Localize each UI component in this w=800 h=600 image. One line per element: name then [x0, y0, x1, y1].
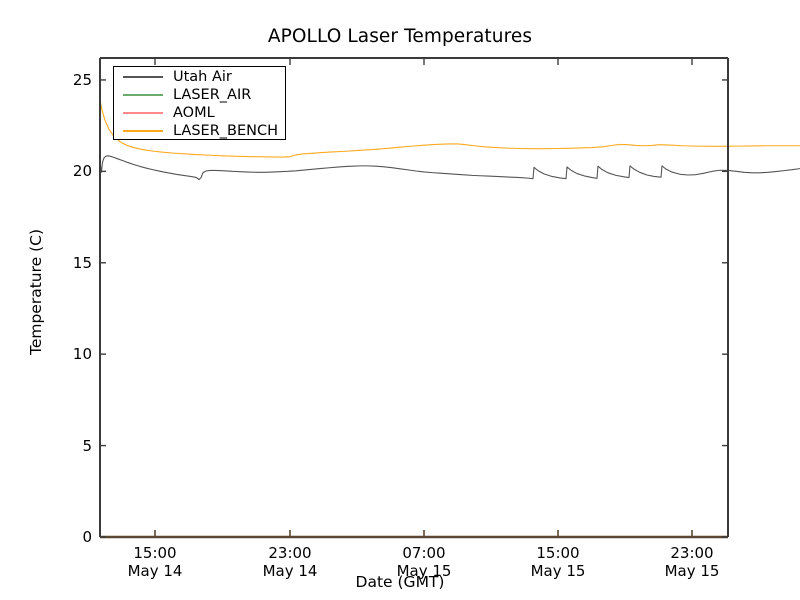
x-tick-label-3: 15:00 May 15 — [530, 544, 586, 580]
y-axis-tick-labels: 0 5 10 15 20 25 — [50, 0, 92, 600]
series-line-utah-air — [99, 155, 800, 181]
x-tick-label-0: 15:00 May 14 — [127, 544, 183, 580]
legend-swatch-icon — [123, 129, 163, 132]
legend-label: Utah Air — [173, 68, 232, 85]
legend-item-aoml[interactable]: AOML — [114, 104, 285, 121]
legend-item-laser-air[interactable]: LASER_AIR — [114, 86, 285, 103]
x-tick-label-1: 23:00 May 14 — [262, 544, 318, 580]
y-tick-label-5: 5 — [82, 436, 92, 455]
x-tick-label-4: 23:00 May 15 — [664, 544, 720, 580]
legend-label: LASER_AIR — [173, 86, 252, 103]
y-tick-label-20: 20 — [72, 162, 92, 181]
legend-label: AOML — [173, 104, 215, 121]
x-axis-label: Date (GMT) — [355, 573, 445, 591]
y-tick-label-25: 25 — [72, 70, 92, 89]
y-tick-label-0: 0 — [82, 528, 92, 546]
chart-legend: Utah Air LASER_AIR AOML LASER_BENCH — [113, 66, 286, 140]
legend-item-utah-air[interactable]: Utah Air — [114, 68, 285, 85]
chart-title: APOLLO Laser Temperatures — [267, 26, 533, 47]
legend-swatch-icon — [123, 93, 163, 96]
legend-swatch-icon — [123, 75, 163, 78]
legend-item-laser-bench[interactable]: LASER_BENCH — [114, 122, 285, 139]
y-tick-label-10: 10 — [72, 345, 92, 364]
x-tick-label-2: 07:00 May 15 — [396, 544, 452, 580]
y-tick-label-15: 15 — [72, 253, 92, 272]
legend-label: LASER_BENCH — [173, 122, 279, 139]
axes-layer — [99, 57, 729, 539]
legend-swatch-icon — [123, 111, 163, 114]
series-line-laser-bench — [99, 99, 800, 158]
